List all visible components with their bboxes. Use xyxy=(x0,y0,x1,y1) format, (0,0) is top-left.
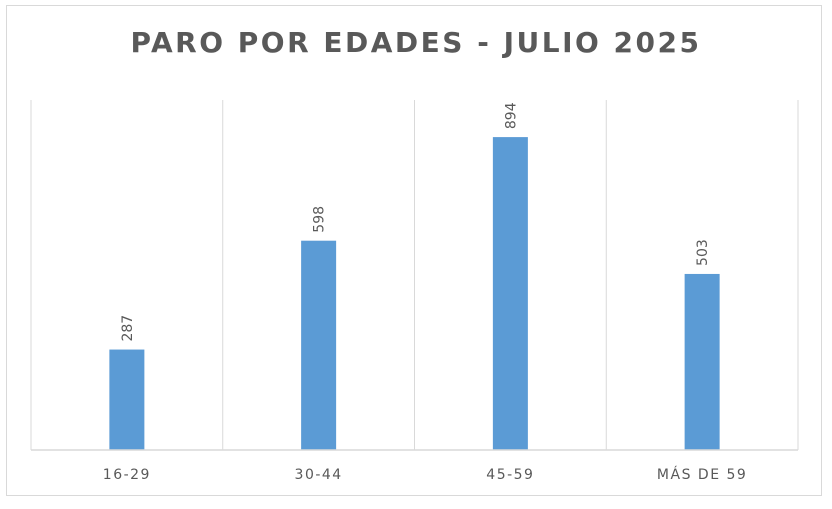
data-label-3: 894 xyxy=(503,102,519,129)
category-label-1: 16-29 xyxy=(103,467,151,483)
category-label-4: MÁS DE 59 xyxy=(657,466,747,483)
bars xyxy=(109,137,720,450)
data-label-4: 503 xyxy=(695,239,711,266)
bar-2 xyxy=(301,240,337,450)
bar-3 xyxy=(492,137,528,450)
bar-1 xyxy=(109,349,145,450)
grid-lines xyxy=(30,100,799,450)
data-label-2: 598 xyxy=(312,206,328,233)
category-label-2: 30-44 xyxy=(295,467,343,483)
bar-4 xyxy=(684,273,720,450)
data-labels: 287 598 894 503 xyxy=(120,102,711,341)
chart-title: PARO POR EDADES - JULIO 2025 xyxy=(130,26,702,59)
data-label-1: 287 xyxy=(120,315,136,342)
category-label-3: 45-59 xyxy=(486,467,534,483)
category-axis-labels: 16-29 30-44 45-59 MÁS DE 59 xyxy=(103,466,747,483)
